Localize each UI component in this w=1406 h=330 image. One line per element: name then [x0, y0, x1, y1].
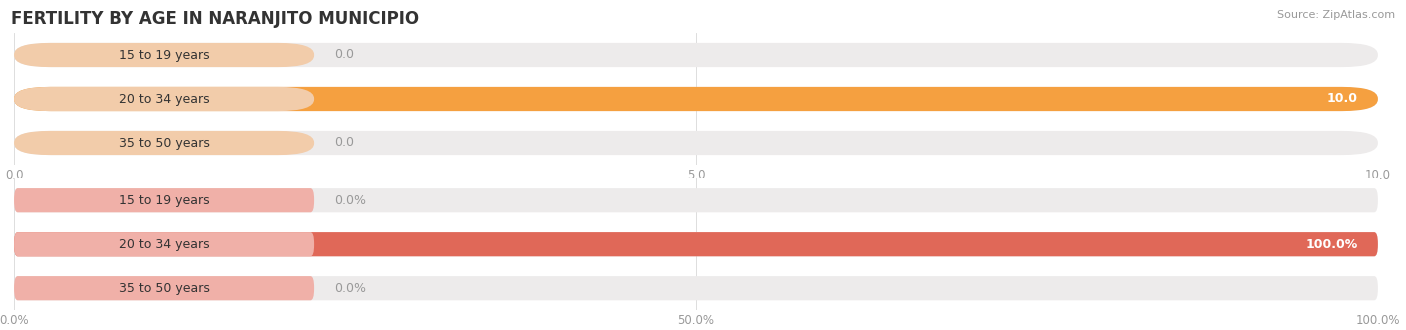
FancyBboxPatch shape [14, 188, 1378, 212]
FancyBboxPatch shape [14, 43, 314, 67]
Text: 35 to 50 years: 35 to 50 years [118, 282, 209, 295]
FancyBboxPatch shape [14, 131, 1378, 155]
FancyBboxPatch shape [14, 43, 1378, 67]
FancyBboxPatch shape [14, 276, 314, 300]
Text: 20 to 34 years: 20 to 34 years [118, 238, 209, 251]
Text: 0.0%: 0.0% [335, 282, 367, 295]
Text: 35 to 50 years: 35 to 50 years [118, 137, 209, 149]
Text: 10.0: 10.0 [1326, 92, 1357, 106]
FancyBboxPatch shape [14, 87, 314, 111]
Text: FERTILITY BY AGE IN NARANJITO MUNICIPIO: FERTILITY BY AGE IN NARANJITO MUNICIPIO [11, 10, 419, 28]
FancyBboxPatch shape [14, 188, 314, 212]
Text: 15 to 19 years: 15 to 19 years [118, 49, 209, 61]
FancyBboxPatch shape [14, 232, 314, 256]
Text: 15 to 19 years: 15 to 19 years [118, 194, 209, 207]
Text: 0.0: 0.0 [335, 49, 354, 61]
FancyBboxPatch shape [14, 232, 1378, 256]
FancyBboxPatch shape [14, 232, 1378, 256]
Text: 0.0: 0.0 [335, 137, 354, 149]
FancyBboxPatch shape [14, 87, 1378, 111]
FancyBboxPatch shape [14, 131, 314, 155]
Text: 0.0%: 0.0% [335, 194, 367, 207]
Text: 20 to 34 years: 20 to 34 years [118, 92, 209, 106]
FancyBboxPatch shape [14, 276, 1378, 300]
Text: Source: ZipAtlas.com: Source: ZipAtlas.com [1277, 10, 1395, 20]
Text: 100.0%: 100.0% [1305, 238, 1357, 251]
FancyBboxPatch shape [14, 87, 1378, 111]
